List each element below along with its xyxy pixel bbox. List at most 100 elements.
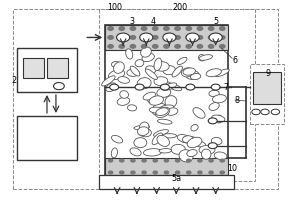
Bar [99,9,254,181]
Ellipse shape [149,107,164,113]
Ellipse shape [134,138,147,148]
Ellipse shape [162,134,177,138]
Bar [105,25,228,175]
Text: 9: 9 [266,69,271,78]
Ellipse shape [179,150,193,162]
Ellipse shape [137,127,149,136]
Ellipse shape [191,124,198,131]
Circle shape [120,171,124,174]
Circle shape [220,27,225,30]
Circle shape [164,45,169,48]
Ellipse shape [152,133,163,145]
Ellipse shape [193,108,205,118]
Text: 3: 3 [130,17,135,26]
Text: 4: 4 [151,17,155,26]
Bar [253,72,281,104]
Ellipse shape [146,66,156,73]
Ellipse shape [182,136,193,143]
Circle shape [109,171,113,174]
Circle shape [197,27,203,30]
Circle shape [209,159,213,162]
Circle shape [119,27,124,30]
Ellipse shape [211,137,222,145]
Ellipse shape [212,115,225,122]
Circle shape [186,33,199,42]
Ellipse shape [106,83,116,92]
Circle shape [108,36,113,39]
Ellipse shape [214,152,227,160]
Ellipse shape [154,58,162,71]
Circle shape [187,171,191,174]
Text: 200: 200 [172,3,188,12]
Circle shape [211,84,220,90]
Circle shape [120,159,124,162]
Ellipse shape [118,77,130,83]
Ellipse shape [158,119,172,124]
Circle shape [198,159,202,162]
Circle shape [271,109,280,115]
Circle shape [131,171,135,174]
Circle shape [130,36,136,39]
Circle shape [186,36,191,39]
Bar [17,116,77,160]
Ellipse shape [127,69,139,76]
Bar [23,58,44,78]
Circle shape [164,36,169,39]
Text: 6: 6 [232,56,238,65]
Circle shape [198,171,202,174]
Circle shape [108,45,113,48]
Bar [99,175,234,189]
Ellipse shape [159,149,172,153]
Circle shape [220,36,225,39]
Circle shape [160,84,169,90]
Circle shape [197,45,203,48]
Circle shape [109,159,113,162]
Ellipse shape [190,73,201,80]
Ellipse shape [141,47,151,57]
Text: 2: 2 [12,76,17,85]
Ellipse shape [114,62,124,73]
Circle shape [175,27,180,30]
Ellipse shape [183,68,196,75]
Text: 100: 100 [107,3,122,12]
Ellipse shape [138,128,152,137]
Ellipse shape [209,103,219,110]
Ellipse shape [215,115,222,123]
Bar [105,25,228,50]
Ellipse shape [156,108,168,116]
Circle shape [164,159,169,162]
Ellipse shape [130,66,140,76]
Ellipse shape [187,150,197,157]
Circle shape [153,171,157,174]
Circle shape [141,36,147,39]
Circle shape [208,118,217,124]
Circle shape [209,33,222,42]
Ellipse shape [154,62,169,71]
Circle shape [164,27,169,30]
Ellipse shape [143,92,155,100]
Circle shape [163,33,176,42]
Circle shape [108,27,113,30]
Ellipse shape [201,149,211,159]
Circle shape [175,36,180,39]
Ellipse shape [183,136,198,141]
Circle shape [140,33,153,42]
Circle shape [220,45,225,48]
Ellipse shape [199,55,212,60]
Ellipse shape [189,139,206,147]
Ellipse shape [209,90,219,97]
Ellipse shape [137,78,151,89]
Circle shape [119,36,124,39]
Ellipse shape [152,103,167,115]
Ellipse shape [177,134,192,143]
Text: 7: 7 [224,83,229,92]
Circle shape [153,27,158,30]
Ellipse shape [149,96,164,105]
Ellipse shape [135,60,144,67]
Ellipse shape [161,82,172,89]
Ellipse shape [206,69,221,77]
Ellipse shape [148,96,156,103]
Ellipse shape [215,69,229,77]
Ellipse shape [187,137,202,148]
Ellipse shape [186,71,199,80]
